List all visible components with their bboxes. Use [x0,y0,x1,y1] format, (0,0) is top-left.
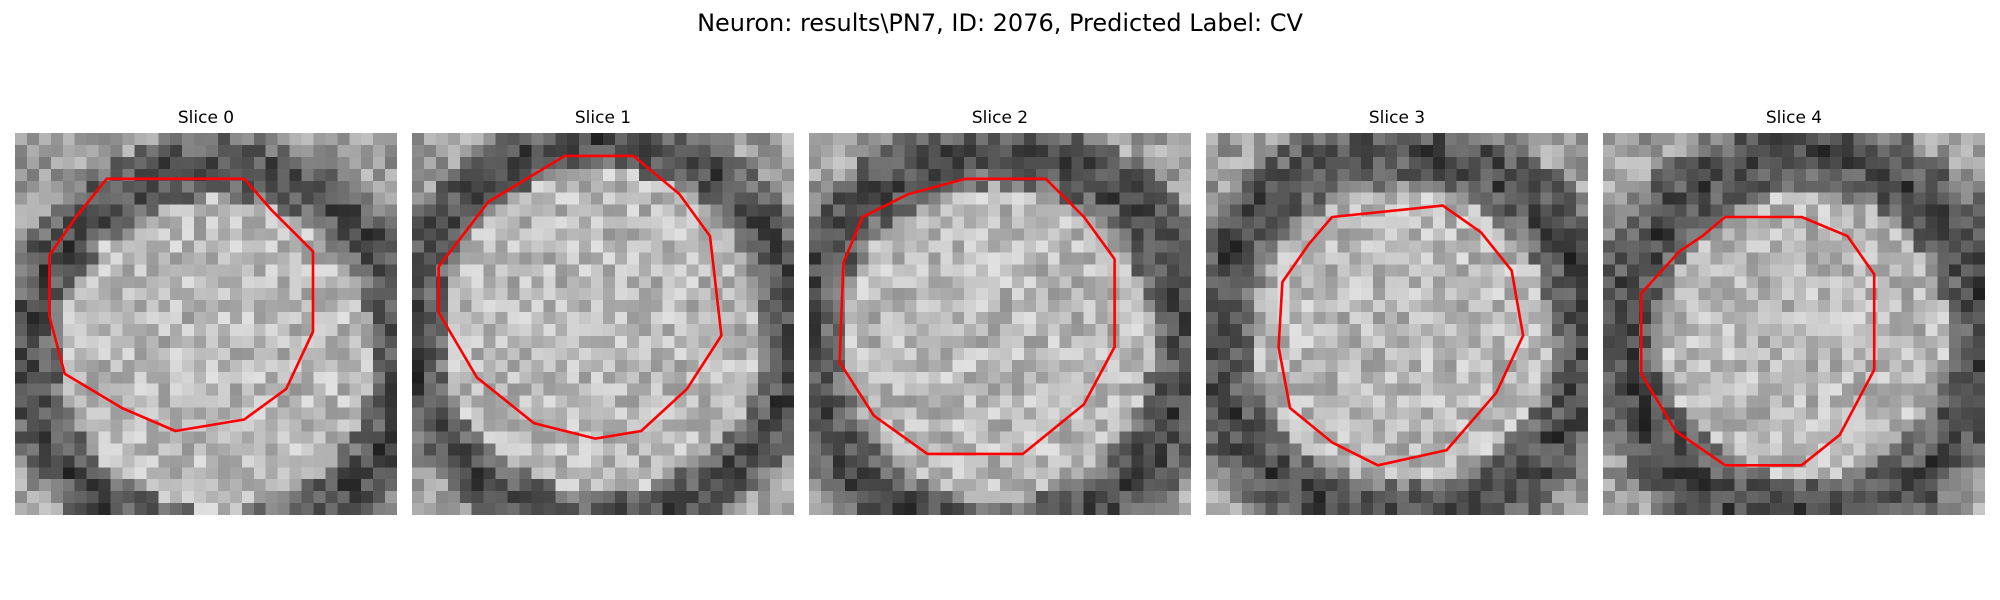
grayscale-pixel-grid [412,133,794,515]
slice-title: Slice 3 [1368,108,1426,128]
pixel-cells [1603,133,1985,515]
segmentation-contour [48,177,315,433]
pixel-cells [15,133,397,515]
grayscale-pixel-grid [1206,133,1588,515]
slice-title: Slice 4 [1765,108,1823,128]
slice-image [1206,133,1588,515]
slice-panel-1: Slice 1 [412,108,794,515]
slice-title: Slice 1 [574,108,632,128]
slice-title: Slice 2 [971,108,1029,128]
segmentation-contour [437,154,723,440]
figure-title: Neuron: results\PN7, ID: 2076, Predicted… [697,9,1303,37]
segmentation-contour [1639,215,1876,467]
pixel-cells [412,133,794,515]
slice-panel-0: Slice 0 [15,108,397,515]
slice-panel-2: Slice 2 [809,108,1191,515]
grayscale-pixel-grid [1603,133,1985,515]
segmentation-contour [838,177,1116,456]
grayscale-pixel-grid [809,133,1191,515]
slice-image [15,133,397,515]
pixel-cells [1206,133,1588,515]
slice-image [1603,133,1985,515]
slice-image [412,133,794,515]
slice-panel-3: Slice 3 [1206,108,1588,515]
slice-panel-4: Slice 4 [1603,108,1985,515]
slice-title: Slice 0 [177,108,235,128]
slice-image [809,133,1191,515]
segmentation-contour [1277,204,1525,467]
grayscale-pixel-grid [15,133,397,515]
pixel-cells [809,133,1191,515]
